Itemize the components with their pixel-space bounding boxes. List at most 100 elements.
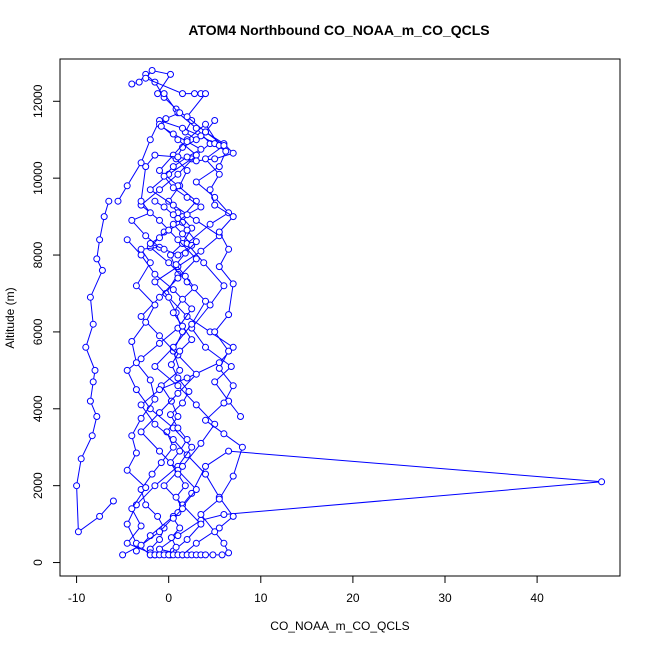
data-point <box>220 142 228 149</box>
data-point <box>137 159 145 167</box>
y-tick-label: 4000 <box>31 395 45 422</box>
data-point <box>160 203 168 211</box>
data-point <box>174 532 182 540</box>
data-point <box>215 228 223 236</box>
data-point <box>137 414 145 422</box>
data-point <box>220 399 228 407</box>
data-point <box>174 153 182 161</box>
data-point <box>202 128 209 136</box>
data-point <box>162 115 170 123</box>
data-point <box>181 249 189 257</box>
data-point <box>181 482 189 490</box>
data-point <box>156 167 163 174</box>
data-point <box>160 482 168 490</box>
data-point <box>192 124 200 132</box>
data-point <box>211 528 219 536</box>
data-point <box>148 470 156 478</box>
data-point <box>135 78 143 86</box>
data-point <box>174 389 182 397</box>
data-point <box>167 534 175 542</box>
data-point <box>225 311 233 319</box>
data-point <box>169 514 177 522</box>
data-point <box>151 197 159 205</box>
data-point <box>77 455 85 463</box>
data-point <box>174 215 182 222</box>
data-series <box>146 109 205 259</box>
data-point <box>185 388 193 395</box>
data-point <box>183 167 191 174</box>
data-point <box>142 501 150 509</box>
data-point <box>197 132 205 140</box>
data-point <box>151 363 159 370</box>
data-point <box>174 236 182 244</box>
data-point <box>156 409 163 417</box>
y-axis-label: Altitude (m) <box>3 287 17 348</box>
data-point <box>188 336 196 344</box>
data-point <box>160 524 168 532</box>
data-point <box>156 447 163 455</box>
data-point <box>128 216 136 224</box>
data-point <box>215 524 223 532</box>
data-point <box>154 512 162 520</box>
y-tick-label: 0 <box>31 559 45 566</box>
data-point <box>225 245 233 253</box>
data-point <box>89 378 97 386</box>
data-point <box>237 413 244 420</box>
data-point <box>154 90 162 98</box>
y-tick-label: 6000 <box>31 318 45 345</box>
data-point <box>137 313 145 320</box>
data-point <box>202 470 209 478</box>
data-point <box>157 459 165 467</box>
data-point <box>188 489 196 497</box>
data-point <box>174 413 182 420</box>
data-point <box>146 186 154 194</box>
data-point <box>176 109 184 117</box>
data-point <box>598 478 606 486</box>
data-point <box>176 447 184 455</box>
data-point <box>169 184 177 192</box>
data-point <box>202 120 209 128</box>
data-point <box>192 136 200 144</box>
data-point <box>128 80 136 88</box>
data-point <box>229 512 237 520</box>
data-point <box>151 151 159 159</box>
data-point <box>202 297 209 305</box>
data-point <box>123 466 131 474</box>
data-point <box>156 186 163 194</box>
data-point <box>188 241 196 249</box>
data-point <box>211 155 219 163</box>
data-point <box>229 472 237 480</box>
data-point <box>202 155 209 163</box>
data-point <box>220 430 228 438</box>
data-point <box>197 520 205 528</box>
data-point <box>179 230 186 238</box>
data-point <box>146 376 154 384</box>
data-point <box>146 259 154 267</box>
data-point <box>123 236 131 244</box>
data-point <box>183 536 191 543</box>
data-point <box>151 420 159 428</box>
data-point <box>227 363 235 370</box>
chart-title: ATOM4 Northbound CO_NOAA_m_CO_QCLS <box>188 22 489 38</box>
y-tick-label: 10000 <box>31 161 45 195</box>
data-point <box>192 178 200 186</box>
data-point <box>200 259 208 267</box>
data-point <box>192 401 200 409</box>
data-point <box>179 322 186 330</box>
data-point <box>156 528 163 536</box>
data-point <box>174 470 182 478</box>
data-point <box>137 355 145 363</box>
data-point <box>179 124 186 132</box>
y-tick-label: 2000 <box>31 472 45 499</box>
data-point <box>183 193 191 201</box>
data-point <box>123 520 131 528</box>
data-point <box>169 130 177 138</box>
data-point <box>151 395 159 403</box>
data-point <box>215 364 223 372</box>
data-point <box>174 170 182 178</box>
data-point <box>88 432 96 440</box>
data-point <box>225 549 233 557</box>
data-point <box>206 301 214 309</box>
data-series <box>119 120 200 559</box>
y-tick-label: 12000 <box>31 84 45 118</box>
